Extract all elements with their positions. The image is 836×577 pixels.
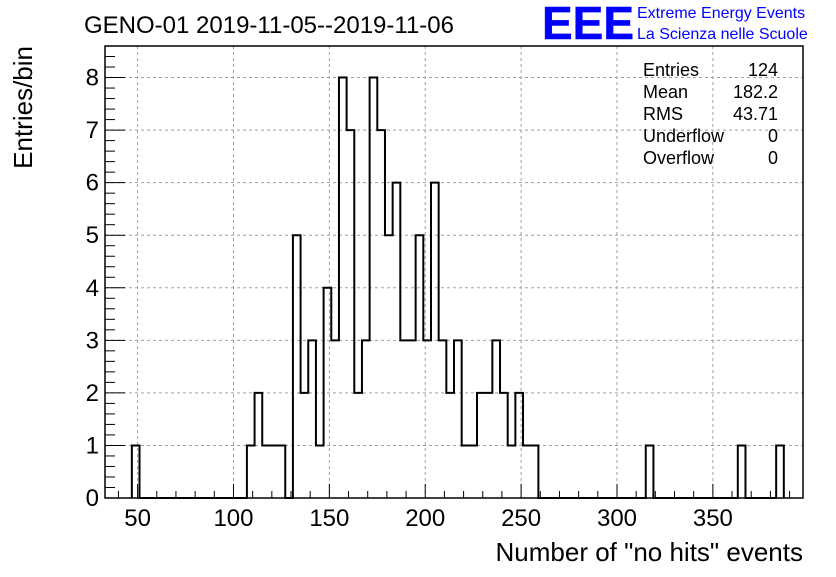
histogram-bin [439, 340, 447, 498]
histogram-bin [492, 340, 500, 498]
histogram-bin [316, 445, 324, 498]
y-tick-label: 0 [86, 485, 99, 512]
x-tick-label: 100 [213, 505, 253, 532]
histogram-bin [362, 340, 370, 498]
logo-mark: EEE [542, 0, 634, 49]
stats-value-entries: 124 [748, 60, 778, 80]
chart-title: GENO-01 2019-11-05--2019-11-06 [84, 12, 454, 39]
histogram-bin [400, 340, 408, 498]
histogram-bin [331, 340, 339, 498]
histogram-bin [408, 340, 416, 498]
histogram-bin [262, 445, 270, 498]
histogram-bin [270, 445, 278, 498]
histogram-bin [377, 130, 385, 498]
x-tick-label: 350 [693, 505, 733, 532]
histogram-bin [738, 445, 746, 498]
plot-frame [104, 45, 804, 499]
histogram-bin [431, 183, 439, 498]
logo-line-2: La Scienza nelle Scuole [637, 26, 808, 43]
x-tick-label: 250 [501, 505, 541, 532]
stats-value-mean: 182.2 [733, 82, 778, 102]
logo-line-1: Extreme Energy Events [637, 5, 805, 22]
stats-value-rms: 43.71 [733, 104, 778, 124]
x-tick-label: 50 [124, 505, 151, 532]
stats-label-underflow: Underflow [643, 126, 725, 146]
histogram-bin [324, 288, 332, 498]
histogram-bin [347, 130, 355, 498]
histogram-bin [416, 235, 424, 498]
y-tick-label: 6 [86, 170, 99, 197]
y-tick-label: 8 [86, 65, 99, 92]
histogram-bin [500, 393, 508, 498]
histogram-bin [508, 445, 516, 498]
stats-label-rms: RMS [643, 104, 683, 124]
histogram-bin [462, 445, 470, 498]
histogram-bin [255, 393, 263, 498]
histogram-bin [531, 445, 539, 498]
stats-box: Entries 124 Mean 182.2 RMS 43.71 Underfl… [643, 60, 778, 168]
histogram-bin [646, 445, 654, 498]
histogram-bin [247, 445, 255, 498]
y-tick-label: 2 [86, 380, 99, 407]
histogram-bin [423, 340, 431, 498]
histogram-bin [308, 340, 316, 498]
histogram-bin [278, 445, 286, 498]
histogram-bin [370, 78, 378, 498]
histogram-bin [523, 445, 531, 498]
histogram-bin [515, 393, 523, 498]
histogram-bin [301, 393, 309, 498]
y-tick-label: 5 [86, 222, 99, 249]
histogram-bin [132, 445, 140, 498]
stats-label-overflow: Overflow [643, 148, 715, 168]
stats-value-underflow: 0 [768, 126, 778, 146]
y-tick-label: 3 [86, 327, 99, 354]
x-axis: 50 100 150 200 250 300 350 [117, 484, 791, 532]
histogram-bin [293, 235, 301, 498]
histogram-bin [339, 78, 347, 498]
histogram-bin [446, 393, 454, 498]
y-tick-label: 7 [86, 117, 99, 144]
histogram-bin [385, 235, 393, 498]
stats-value-overflow: 0 [768, 148, 778, 168]
histogram-bin [485, 393, 493, 498]
x-tick-label: 300 [597, 505, 637, 532]
histogram-bin [393, 183, 401, 498]
histogram-bin [469, 445, 477, 498]
y-axis: 0 1 2 3 4 5 6 7 8 [86, 45, 125, 512]
histogram-bin [354, 393, 362, 498]
y-tick-label: 1 [86, 432, 99, 459]
histogram-bin [454, 340, 462, 498]
x-tick-label: 150 [309, 505, 349, 532]
y-tick-label: 4 [86, 275, 99, 302]
x-tick-label: 200 [405, 505, 445, 532]
eee-logo: EEE Extreme Energy Events La Scienza nel… [542, 0, 808, 49]
stats-label-mean: Mean [643, 82, 688, 102]
y-axis-label: Entries/bin [8, 46, 38, 169]
histogram-bin [776, 445, 784, 498]
stats-label-entries: Entries [643, 60, 699, 80]
histogram-bin [477, 393, 485, 498]
x-axis-label: Number of "no hits" events [496, 537, 804, 567]
